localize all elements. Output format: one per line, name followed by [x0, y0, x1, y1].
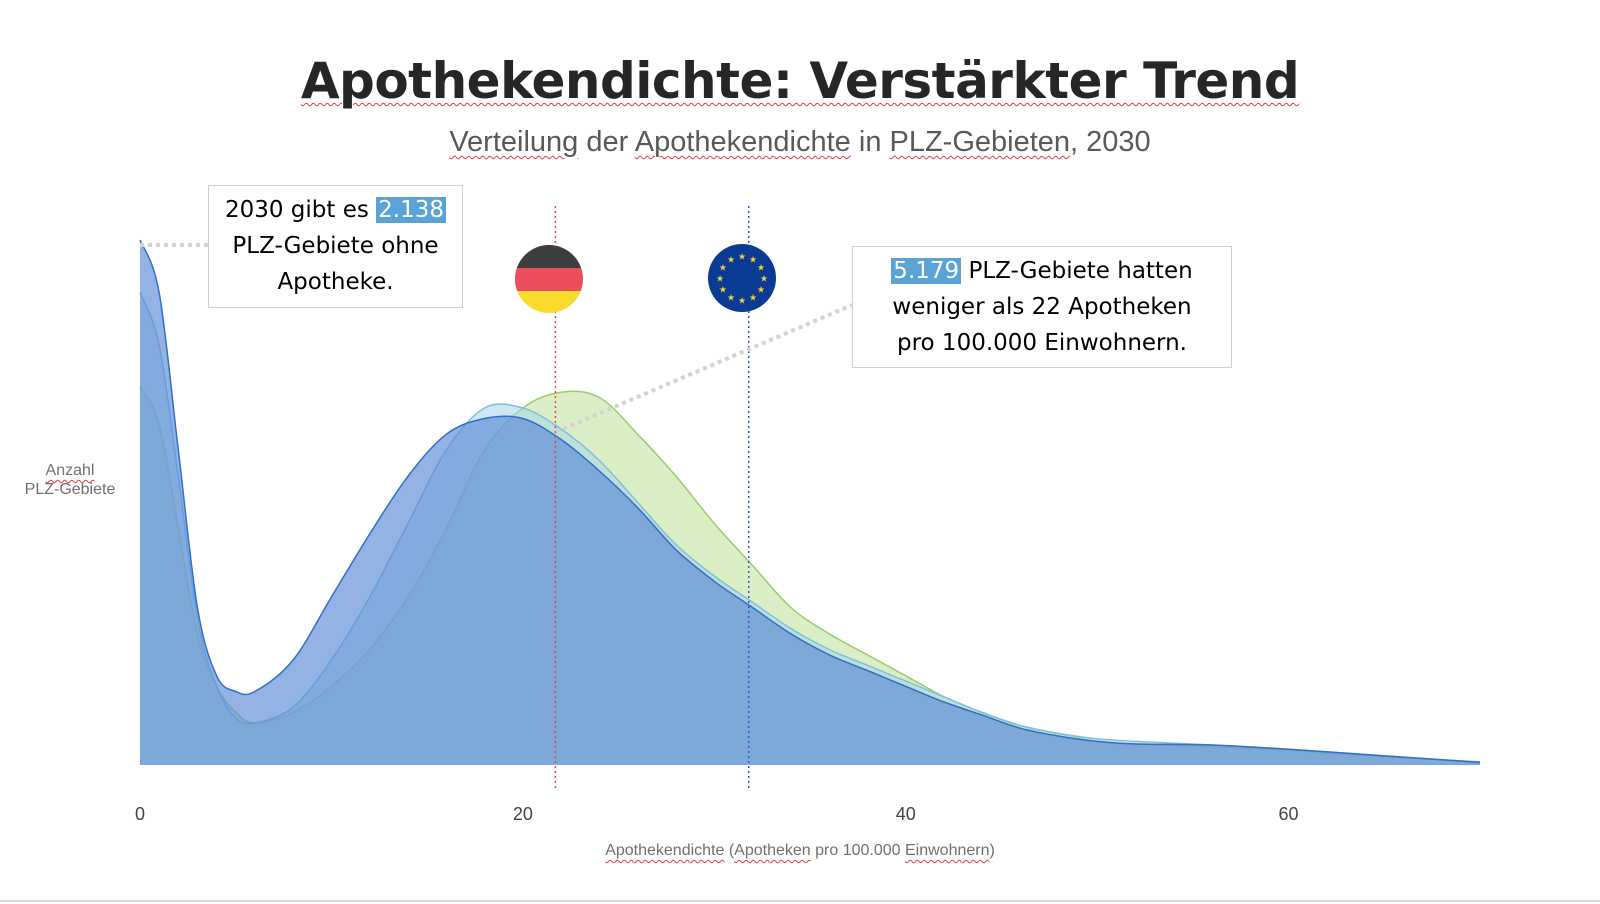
- y-axis-label: Anzahl PLZ-Gebiete: [24, 462, 116, 498]
- eu-flag-icon: ★ ★★★★★★★★★★★: [708, 244, 776, 312]
- eu-star-icon: ★: [760, 275, 768, 285]
- highlight-value: 5.179: [891, 258, 962, 284]
- eu-star-icon: ★: [727, 255, 735, 265]
- eu-star-icon: ★: [727, 294, 735, 304]
- x-axis-ticks: 0 20 40 60: [135, 804, 1299, 824]
- area-series-group: [139, 239, 1481, 765]
- callout-no-pharmacy: 2030 gibt es 2.138 PLZ-Gebiete ohne Apot…: [208, 185, 463, 308]
- eu-star-icon: ★: [716, 275, 724, 285]
- eu-star-icon: ★: [719, 286, 727, 296]
- callout-right-connector: [555, 303, 853, 434]
- area-verteilung-c: [140, 240, 1480, 765]
- eu-star-icon: ★: [757, 286, 765, 296]
- x-tick-label: 0: [135, 804, 145, 824]
- line-verteilung-c: [139, 239, 1481, 764]
- x-tick-label: 20: [513, 804, 533, 824]
- x-axis-label: Apothekendichte (Apotheken pro 100.000 E…: [605, 842, 995, 859]
- eu-star-icon: ★: [719, 264, 727, 274]
- bottom-divider: [0, 900, 1600, 902]
- chart-subtitle: Verteilung der Apothekendichte in PLZ-Ge…: [449, 126, 1151, 158]
- germany-flag-icon: [515, 245, 583, 313]
- eu-star-icon: ★: [749, 255, 757, 265]
- eu-star-icon: ★: [738, 253, 746, 263]
- eu-star-icon: ★: [738, 297, 746, 307]
- reference-lines: [554, 206, 750, 790]
- x-tick-label: 60: [1279, 804, 1299, 824]
- eu-star-icon: ★: [749, 294, 757, 304]
- eu-star-icon: ★: [757, 264, 765, 274]
- callout-below-22: 5.179 PLZ-Gebiete hatten weniger als 22 …: [852, 246, 1232, 368]
- chart-title: Apothekendichte: Verstärkter Trend: [300, 52, 1300, 110]
- x-tick-label: 40: [896, 804, 916, 824]
- highlight-value: 2.138: [376, 197, 447, 223]
